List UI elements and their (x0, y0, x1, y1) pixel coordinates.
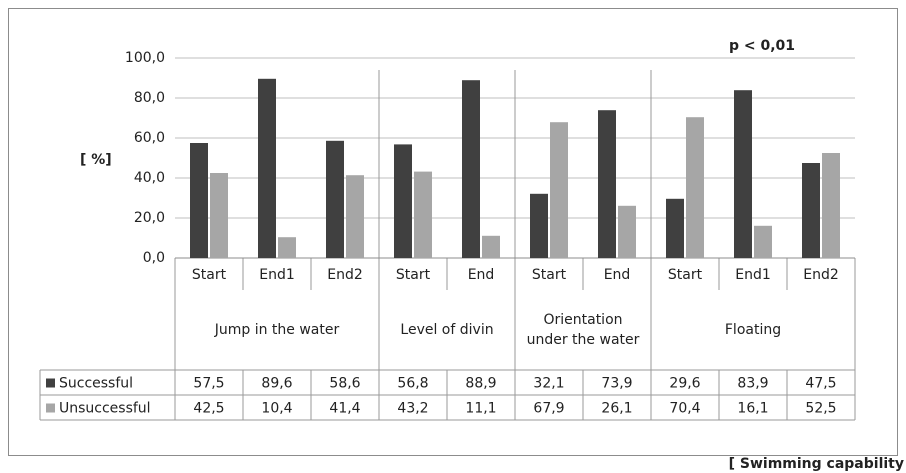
table-value: 41,4 (329, 401, 360, 417)
table-value: 56,8 (397, 376, 428, 392)
table-value: 29,6 (669, 376, 700, 392)
table-value: 73,9 (601, 376, 632, 392)
x-axis-label: [ Swimming capability (729, 456, 904, 472)
table-value: 57,5 (193, 376, 224, 392)
group-label: Level of divin (400, 322, 494, 338)
table-value: 26,1 (601, 401, 632, 417)
bar (190, 143, 208, 258)
x-tick-label: Start (668, 267, 703, 283)
bar (666, 198, 684, 258)
legend-label: Unsuccessful (59, 401, 151, 417)
y-tick-label: 40,0 (134, 170, 165, 186)
table-value: 42,5 (193, 401, 224, 417)
x-tick-label: Start (396, 267, 431, 283)
bar (598, 110, 616, 258)
table-value: 89,6 (261, 376, 292, 392)
x-tick-label: End2 (327, 267, 363, 283)
legend-swatch (46, 403, 55, 413)
y-tick-label: 20,0 (134, 210, 165, 226)
bar (754, 225, 772, 258)
group-label-box: Orientation under the water (526, 312, 640, 348)
y-axis-label: [ %] (80, 152, 112, 168)
group-label-box: Jump in the water (214, 322, 340, 338)
x-tick-label: Start (532, 267, 567, 283)
table-value: 32,1 (533, 376, 564, 392)
annotation: p < 0,01 (729, 38, 795, 54)
x-tick-label: End1 (735, 267, 771, 283)
bar (822, 153, 840, 258)
table-value: 11,1 (465, 401, 496, 417)
bar (258, 78, 276, 258)
bar (550, 122, 568, 258)
group-label-box: Floating (724, 322, 782, 338)
bar (346, 175, 364, 258)
bar (482, 235, 500, 258)
table-value: 52,5 (805, 401, 836, 417)
y-tick-label: 0,0 (143, 250, 165, 266)
table-value: 47,5 (805, 376, 836, 392)
group-label: Orientation under the water (526, 312, 640, 348)
x-tick-label: End1 (259, 267, 295, 283)
bar (414, 171, 432, 258)
bar (326, 140, 344, 258)
legend-swatch (46, 378, 55, 388)
group-label: Jump in the water (214, 322, 340, 338)
group-label-box: Level of divin (400, 322, 494, 338)
table-value: 88,9 (465, 376, 496, 392)
x-tick-label: End (468, 267, 495, 283)
x-tick-label: Start (192, 267, 227, 283)
bar (530, 193, 548, 258)
table-value: 16,1 (737, 401, 768, 417)
x-tick-label: End (604, 267, 631, 283)
table-value: 70,4 (669, 401, 700, 417)
bar (686, 117, 704, 258)
table-value: 83,9 (737, 376, 768, 392)
bar (734, 90, 752, 258)
legend-label: Successful (59, 376, 133, 392)
y-tick-label: 80,0 (134, 90, 165, 106)
table-value: 10,4 (261, 401, 292, 417)
group-label: Floating (724, 322, 782, 338)
bar (462, 80, 480, 258)
table-value: 58,6 (329, 376, 360, 392)
bar (618, 205, 636, 258)
table-value: 43,2 (397, 401, 428, 417)
bar (802, 163, 820, 258)
table-value: 67,9 (533, 401, 564, 417)
bar (278, 237, 296, 258)
y-tick-label: 100,0 (125, 50, 165, 66)
bar (394, 144, 412, 258)
annotation-box (712, 32, 822, 58)
y-tick-label: 60,0 (134, 130, 165, 146)
bar (210, 173, 228, 258)
x-tick-label: End2 (803, 267, 839, 283)
